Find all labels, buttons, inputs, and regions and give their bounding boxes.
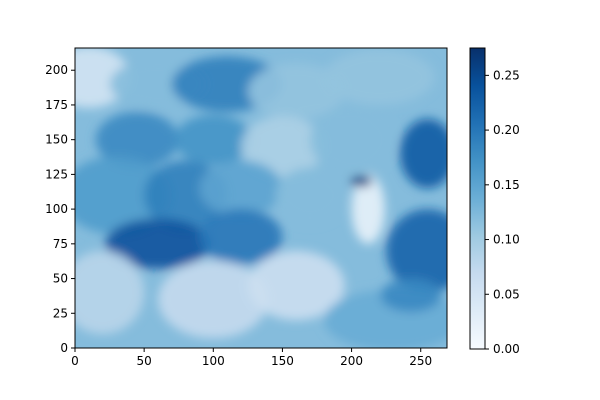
plot-frame <box>74 47 448 349</box>
heatmap-region <box>310 105 394 175</box>
heatmap-region <box>199 209 283 265</box>
heatmap-region <box>380 278 442 312</box>
colorbar-tick-label: 0.15 <box>493 178 520 192</box>
y-tick-label: 25 <box>53 306 68 320</box>
plot-area <box>74 47 448 349</box>
colorbar-tick-label: 0.05 <box>493 287 520 301</box>
heatmap-region <box>75 156 172 235</box>
y-tick-label: 125 <box>45 167 68 181</box>
y-tick-label: 200 <box>45 63 68 77</box>
x-tick-label: 200 <box>340 354 363 368</box>
heatmap-cells <box>75 48 447 348</box>
colorbar-tick-label: 0.25 <box>493 68 520 82</box>
heatmap-region <box>399 118 447 189</box>
x-tick-label: 50 <box>137 354 152 368</box>
y-tick-label: 100 <box>45 202 68 216</box>
heatmap-region <box>75 250 145 335</box>
heatmap-region <box>350 175 373 187</box>
heatmap-region <box>199 160 283 217</box>
heatmap-region <box>351 174 385 244</box>
y-tick-label: 175 <box>45 98 68 112</box>
heatmap-region <box>386 209 447 293</box>
y-tick-label: 50 <box>53 272 68 286</box>
heatmap-region <box>247 63 345 119</box>
colorbar-frame <box>469 47 486 350</box>
colorbar: 0.00 0.05 0.10 0.15 0.20 0.25 <box>469 47 520 356</box>
y-tick-label: 150 <box>45 133 68 147</box>
x-tick-label: 150 <box>271 354 294 368</box>
heatmap-region <box>95 111 179 168</box>
colorbar-tick-label: 0.20 <box>493 123 520 137</box>
y-tick-label: 0 <box>60 341 68 355</box>
colorbar-tick-label: 0.10 <box>493 233 520 247</box>
heatmap-region <box>174 114 252 165</box>
colorbar-ticks: 0.00 0.05 0.10 0.15 0.20 0.25 <box>485 68 520 356</box>
heatmap-region <box>247 250 345 321</box>
heatmap-region <box>105 218 211 269</box>
heatmap-region <box>275 167 345 223</box>
heatmap-region <box>158 260 269 339</box>
x-tick-label: 250 <box>409 354 432 368</box>
y-axis: 0 25 50 75 100 125 150 175 200 <box>45 63 75 355</box>
x-tick-label: 0 <box>71 354 79 368</box>
x-tick-label: 100 <box>202 354 225 368</box>
heatmap-region <box>240 116 324 178</box>
y-tick-label: 75 <box>53 237 68 251</box>
colorbar-tick-label: 0.00 <box>493 342 520 356</box>
colorbar-gradient <box>470 48 485 349</box>
heatmap-region <box>323 49 435 105</box>
x-axis: 0 50 100 150 200 250 <box>71 348 432 368</box>
